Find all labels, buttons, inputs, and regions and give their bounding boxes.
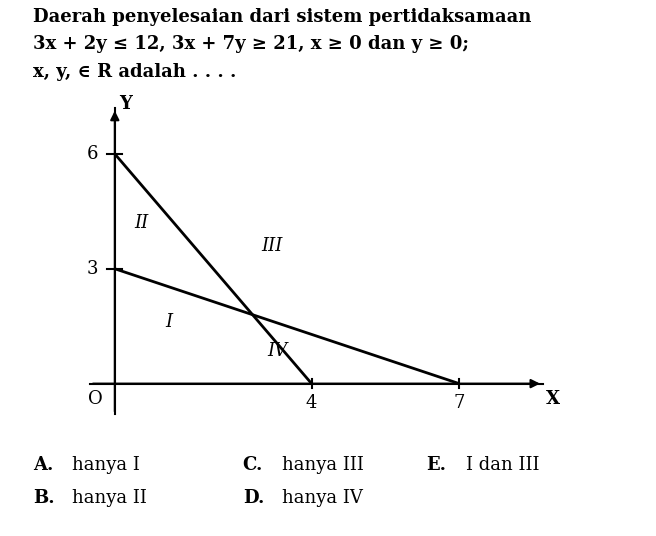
Text: A.: A.: [33, 456, 53, 474]
Text: x, y, ∈ R adalah . . . .: x, y, ∈ R adalah . . . .: [33, 63, 236, 81]
Text: E.: E.: [426, 456, 446, 474]
Text: I dan III: I dan III: [466, 456, 539, 474]
Text: hanya I: hanya I: [72, 456, 140, 474]
Text: 3: 3: [87, 260, 98, 278]
Text: 3x + 2y ≤ 12, 3x + 7y ≥ 21, x ≥ 0 dan y ≥ 0;: 3x + 2y ≤ 12, 3x + 7y ≥ 21, x ≥ 0 dan y …: [33, 35, 469, 53]
Text: Y: Y: [119, 95, 132, 113]
Text: IV: IV: [267, 342, 287, 360]
Text: hanya III: hanya III: [282, 456, 364, 474]
Text: II: II: [134, 214, 149, 232]
Text: III: III: [262, 237, 283, 255]
Text: 4: 4: [306, 394, 318, 412]
Text: hanya IV: hanya IV: [282, 488, 363, 507]
Text: I: I: [165, 314, 173, 331]
Text: hanya II: hanya II: [72, 488, 147, 507]
Text: X: X: [546, 390, 560, 408]
Text: 6: 6: [87, 145, 98, 163]
Text: Daerah penyelesaian dari sistem pertidaksamaan: Daerah penyelesaian dari sistem pertidak…: [33, 8, 531, 26]
Text: B.: B.: [33, 488, 54, 507]
Text: D.: D.: [243, 488, 264, 507]
Text: O: O: [88, 390, 102, 408]
Text: C.: C.: [243, 456, 263, 474]
Text: 7: 7: [453, 394, 465, 412]
